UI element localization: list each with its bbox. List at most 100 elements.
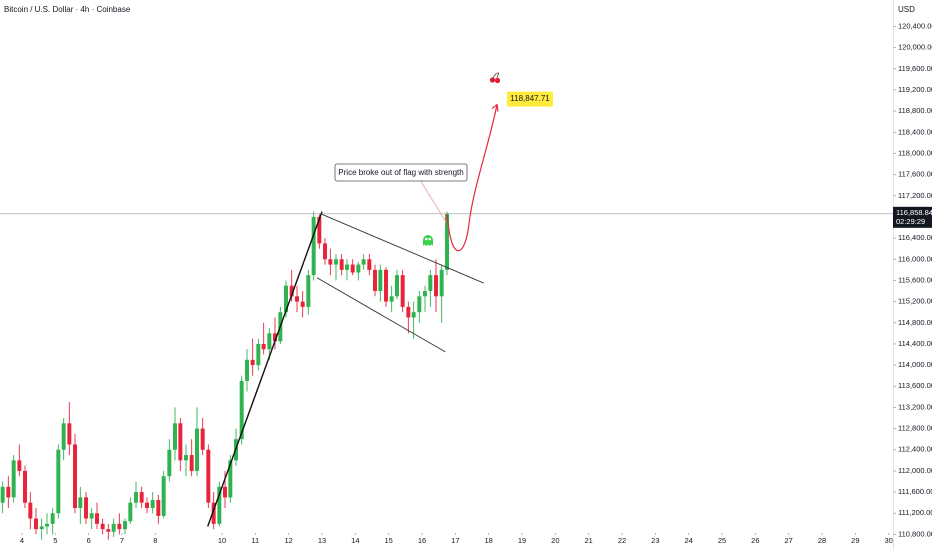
candle-body — [261, 343, 266, 350]
countdown-label: 02:29:29 — [896, 217, 925, 226]
x-tick-label: 22 — [618, 536, 626, 545]
candle-body — [389, 296, 394, 302]
candle-body — [256, 343, 261, 366]
candle-body — [334, 259, 338, 265]
callout-pointer — [419, 179, 447, 223]
candle-body — [373, 269, 377, 292]
candle-body — [411, 312, 416, 318]
candle-body — [445, 213, 449, 270]
x-tick-label: 23 — [651, 536, 659, 545]
currency-label: USD — [898, 5, 915, 14]
candle-body — [145, 502, 149, 508]
candle-body — [178, 423, 183, 461]
candle-body — [356, 264, 361, 273]
candle-body — [189, 455, 194, 471]
y-tick-label: 118,000.00 — [898, 148, 932, 157]
candle-body — [317, 216, 322, 244]
y-tick-label: 119,600.00 — [898, 64, 932, 73]
y-tick-label: 114,400.00 — [898, 339, 932, 348]
projection-arrow — [446, 104, 498, 252]
x-tick-label: 19 — [518, 536, 526, 545]
cherry-icon — [489, 72, 501, 84]
x-tick-label: 13 — [318, 536, 326, 545]
x-tick-label: 20 — [551, 536, 559, 545]
callout-box — [334, 163, 468, 182]
candle-body — [100, 523, 105, 530]
candle-body — [0, 486, 5, 503]
candle-body — [134, 492, 138, 503]
candle-body — [223, 486, 227, 498]
candle-body — [323, 243, 327, 260]
candle-body — [84, 497, 88, 519]
candle-body — [111, 523, 116, 532]
x-tick-label: 8 — [153, 536, 157, 545]
candle-body — [295, 296, 299, 302]
y-tick-label: 117,600.00 — [898, 170, 932, 179]
chart-title: Bitcoin / U.S. Dollar · 4h · Coinbase — [4, 5, 131, 14]
candle-body — [11, 460, 16, 498]
x-tick-label: 28 — [818, 536, 826, 545]
candle-body — [156, 500, 161, 516]
candle-body — [106, 529, 111, 532]
x-tick-label: 11 — [251, 536, 259, 545]
candle-body — [395, 275, 399, 297]
y-tick-label: 117,200.00 — [898, 191, 932, 200]
candle-body — [284, 285, 288, 313]
candle-body — [17, 460, 22, 471]
trendline — [316, 277, 446, 353]
candle-body — [311, 216, 316, 276]
candle-body — [28, 502, 33, 519]
y-tick-label: 112,000.00 — [898, 466, 932, 475]
x-tick-label: 4 — [20, 536, 24, 545]
candle-body — [434, 275, 438, 297]
target-label-box — [507, 91, 553, 107]
plot-area — [0, 103, 893, 540]
y-tick-label: 120,000.00 — [898, 43, 932, 52]
candle-body — [206, 449, 211, 503]
trendline — [321, 213, 484, 284]
arrow-head — [491, 103, 499, 112]
x-tick-label: 18 — [484, 536, 492, 545]
candle-body — [417, 296, 422, 313]
candle-body — [267, 333, 272, 350]
candle-body — [245, 359, 249, 381]
y-tick-label: 114,800.00 — [898, 318, 932, 327]
candle-body — [73, 444, 77, 508]
target-label: 118,847.71 — [510, 94, 550, 103]
x-tick-label: 17 — [451, 536, 459, 545]
x-tick-label: 7 — [120, 536, 124, 545]
y-tick-label: 120,400.00 — [898, 21, 932, 30]
candle-body — [384, 269, 388, 302]
y-tick-label: 115,600.00 — [898, 275, 932, 284]
candle-body — [6, 486, 11, 498]
x-tick-label: 6 — [87, 536, 91, 545]
y-tick-label: 113,600.00 — [898, 381, 932, 390]
candle-body — [273, 333, 277, 342]
candle-body — [39, 526, 44, 530]
candle-body — [200, 428, 205, 450]
candle-body — [406, 306, 411, 318]
candle-body — [228, 460, 233, 498]
x-tick-label: 27 — [784, 536, 792, 545]
x-tick-label: 16 — [418, 536, 426, 545]
candle-body — [139, 492, 144, 503]
candle-body — [217, 486, 222, 524]
candle-body — [378, 269, 383, 292]
candle-body — [250, 359, 255, 366]
candle-body — [50, 513, 55, 524]
y-tick-label: 111,200.00 — [898, 508, 932, 517]
candle-body — [89, 513, 94, 519]
y-tick-label: 118,800.00 — [898, 106, 932, 115]
x-tick-label: 21 — [584, 536, 592, 545]
candle-body — [361, 259, 366, 265]
ghost-icon — [423, 235, 433, 246]
trendline — [207, 211, 323, 527]
candle-body — [339, 259, 344, 270]
x-tick-label: 26 — [751, 536, 759, 545]
candle-body — [367, 259, 372, 270]
candle-body — [67, 423, 72, 445]
y-tick-label: 116,000.00 — [898, 254, 932, 263]
candle-body — [128, 502, 133, 522]
